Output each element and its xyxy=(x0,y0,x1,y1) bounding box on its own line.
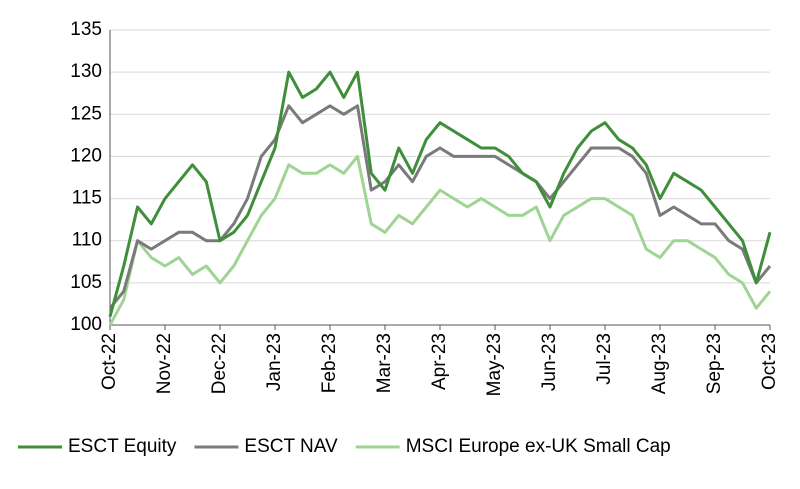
y-tick-label: 100 xyxy=(70,314,102,335)
x-tick-label: Jan-23 xyxy=(264,333,285,391)
x-tick-label: Feb-23 xyxy=(319,333,340,393)
legend-label: ESCT Equity xyxy=(68,436,177,457)
y-tick-label: 130 xyxy=(70,61,102,82)
x-tick-label: Nov-22 xyxy=(154,333,175,394)
x-tick-label: Jul-23 xyxy=(594,333,615,385)
legend-label: MSCI Europe ex-UK Small Cap xyxy=(406,436,671,457)
y-tick-label: 125 xyxy=(70,103,102,124)
series-line xyxy=(108,104,772,310)
x-tick-label: Dec-22 xyxy=(209,333,230,394)
x-tick-label: May-23 xyxy=(484,333,505,396)
y-tick-label: 115 xyxy=(72,188,102,209)
y-tick-label: 110 xyxy=(72,230,102,251)
series-line xyxy=(108,154,772,326)
legend-label: ESCT NAV xyxy=(244,436,338,457)
x-tick-label: Mar-23 xyxy=(374,333,395,393)
x-tick-label: Oct-22 xyxy=(99,333,120,390)
x-tick-label: Sep-23 xyxy=(704,333,725,394)
x-tick-label: Oct-23 xyxy=(759,333,780,390)
y-tick-label: 120 xyxy=(70,145,102,166)
y-tick-label: 135 xyxy=(70,19,102,40)
x-tick-label: Jun-23 xyxy=(539,333,560,391)
x-tick-label: Aug-23 xyxy=(649,333,670,394)
x-tick-label: Apr-23 xyxy=(429,333,450,390)
y-tick-label: 105 xyxy=(70,272,102,293)
series-line xyxy=(108,70,772,317)
